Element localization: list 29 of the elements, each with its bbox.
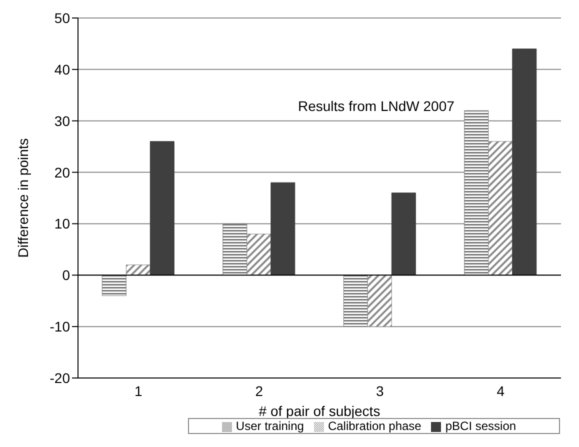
y-tick-label: 20 bbox=[54, 164, 70, 180]
bar bbox=[343, 274, 368, 327]
bar bbox=[246, 234, 272, 276]
legend-label: User training bbox=[236, 419, 304, 433]
x-tick-label: 4 bbox=[496, 382, 505, 399]
legend-label: Calibration phase bbox=[328, 419, 422, 433]
bar bbox=[222, 223, 248, 276]
y-tick-label: 50 bbox=[54, 10, 70, 26]
bar bbox=[102, 274, 126, 296]
y-tick-label: 10 bbox=[54, 216, 70, 232]
bar bbox=[126, 264, 150, 276]
x-axis-title: # of pair of subjects bbox=[258, 403, 380, 419]
bar bbox=[464, 110, 489, 276]
bar bbox=[270, 182, 296, 276]
x-tick-label: 2 bbox=[255, 382, 264, 399]
bar bbox=[488, 141, 513, 276]
y-tick-label: 0 bbox=[62, 267, 70, 284]
bar bbox=[391, 192, 416, 276]
bar bbox=[150, 141, 174, 276]
annotation: Results from LNdW 2007 bbox=[298, 98, 454, 114]
bar bbox=[512, 48, 537, 276]
y-tick-label: 30 bbox=[54, 112, 70, 129]
legend-label: pBCI session bbox=[445, 419, 516, 433]
y-tick-label: -20 bbox=[50, 370, 70, 386]
y-tick-label: -10 bbox=[50, 318, 70, 335]
x-tick-label: 3 bbox=[376, 382, 384, 399]
x-tick-label: 1 bbox=[134, 382, 142, 399]
y-tick-label: 40 bbox=[54, 61, 70, 78]
y-axis-title: Difference in points bbox=[14, 138, 31, 258]
